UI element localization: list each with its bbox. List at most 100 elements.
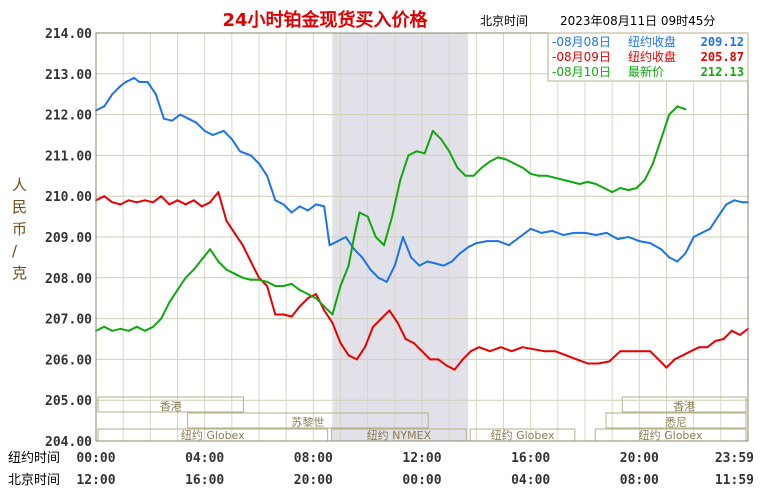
series-point (450, 260, 453, 263)
y-tick-label: 213.00 (45, 68, 92, 83)
series-point (385, 280, 388, 283)
series-point (336, 240, 339, 243)
legend-value: 209.12 (701, 35, 744, 49)
series-point (665, 366, 668, 369)
session-label: 悉尼 (665, 416, 687, 429)
series-point (225, 219, 228, 222)
series-point (274, 199, 277, 202)
series-point (507, 244, 510, 247)
x-axis-ticks: 纽约时间 00:00 04:00 08:00 12:00 16:00 20:00 23:59 北… (8, 451, 754, 488)
x-tick-label: 20:00 (294, 473, 333, 488)
plot-frame (95, 32, 749, 442)
series-point (459, 252, 461, 255)
series-point (171, 119, 174, 122)
series-point (730, 329, 733, 332)
series-point (192, 268, 195, 271)
series-point (244, 152, 247, 155)
series-point (339, 285, 342, 287)
series-point (377, 276, 380, 279)
series-point (241, 244, 244, 247)
series-point (407, 154, 410, 157)
series-point (339, 342, 342, 345)
series-point (475, 242, 478, 245)
series-point (315, 297, 317, 300)
series-point (467, 246, 470, 249)
series-point (152, 325, 155, 328)
series-point (162, 117, 165, 120)
series-point (668, 113, 671, 116)
series-point (603, 187, 605, 189)
series-point (597, 362, 600, 365)
series-point (461, 358, 464, 361)
series-point (733, 199, 736, 202)
series-point (486, 240, 489, 243)
series-point (641, 350, 644, 353)
series-point (649, 242, 652, 245)
series-point (717, 215, 720, 218)
series-point (266, 174, 269, 177)
series-point (290, 282, 293, 285)
series-point (660, 248, 663, 251)
series-point (290, 211, 293, 214)
x-tick-label: 08:00 (620, 473, 659, 488)
series-point (355, 358, 358, 361)
series-point (586, 180, 589, 183)
series-point (499, 346, 502, 349)
series-point (635, 187, 638, 189)
series-point (608, 360, 611, 363)
series-point (431, 129, 434, 132)
series-point (434, 262, 437, 265)
series-point (480, 166, 483, 169)
series-point (651, 162, 654, 165)
session-label: 纽约 Globex (491, 428, 555, 442)
series-point (282, 203, 285, 206)
series-point (611, 191, 614, 194)
series-point (554, 176, 557, 179)
series-point (233, 231, 236, 234)
series-line-1 (95, 191, 749, 371)
series-point (660, 138, 663, 141)
series-point (195, 121, 198, 124)
series-point (714, 340, 717, 342)
series-point (700, 231, 703, 234)
series-point (393, 264, 396, 267)
series-point (594, 183, 597, 185)
y-tick-label: 211.00 (45, 149, 92, 164)
series-point (546, 174, 548, 177)
series-point (230, 138, 233, 141)
series-point (453, 368, 456, 371)
session-box (97, 396, 244, 413)
x-tick-label: 20:00 (620, 451, 659, 466)
series-point (649, 350, 652, 353)
series-point (684, 108, 687, 111)
series-point (510, 350, 513, 353)
series-point (565, 354, 567, 357)
series-point (344, 236, 347, 238)
series-point (404, 338, 407, 340)
series-point (464, 174, 467, 177)
series-point (638, 240, 641, 243)
legend-box (547, 32, 749, 82)
series-point (676, 105, 679, 108)
series-point (488, 160, 491, 163)
y-axis-label-char: 民 (12, 198, 27, 216)
y-tick-label: 210.00 (45, 190, 92, 205)
y-tick-label: 208.00 (45, 272, 92, 287)
series-point (241, 276, 244, 279)
series-point (537, 174, 540, 177)
series-point (152, 201, 155, 204)
series-point (676, 260, 679, 263)
series-point (551, 229, 554, 232)
series-point (211, 134, 214, 136)
x-row-label: 纽约时间 (8, 451, 60, 466)
series-point (274, 313, 277, 316)
x-tick-label: 12:00 (76, 473, 115, 488)
series-point (396, 321, 399, 324)
series-point (135, 201, 138, 204)
series-point (584, 231, 586, 234)
series-point (421, 350, 423, 353)
series-point (222, 129, 225, 132)
series-point (133, 76, 135, 79)
series-point (668, 256, 671, 259)
